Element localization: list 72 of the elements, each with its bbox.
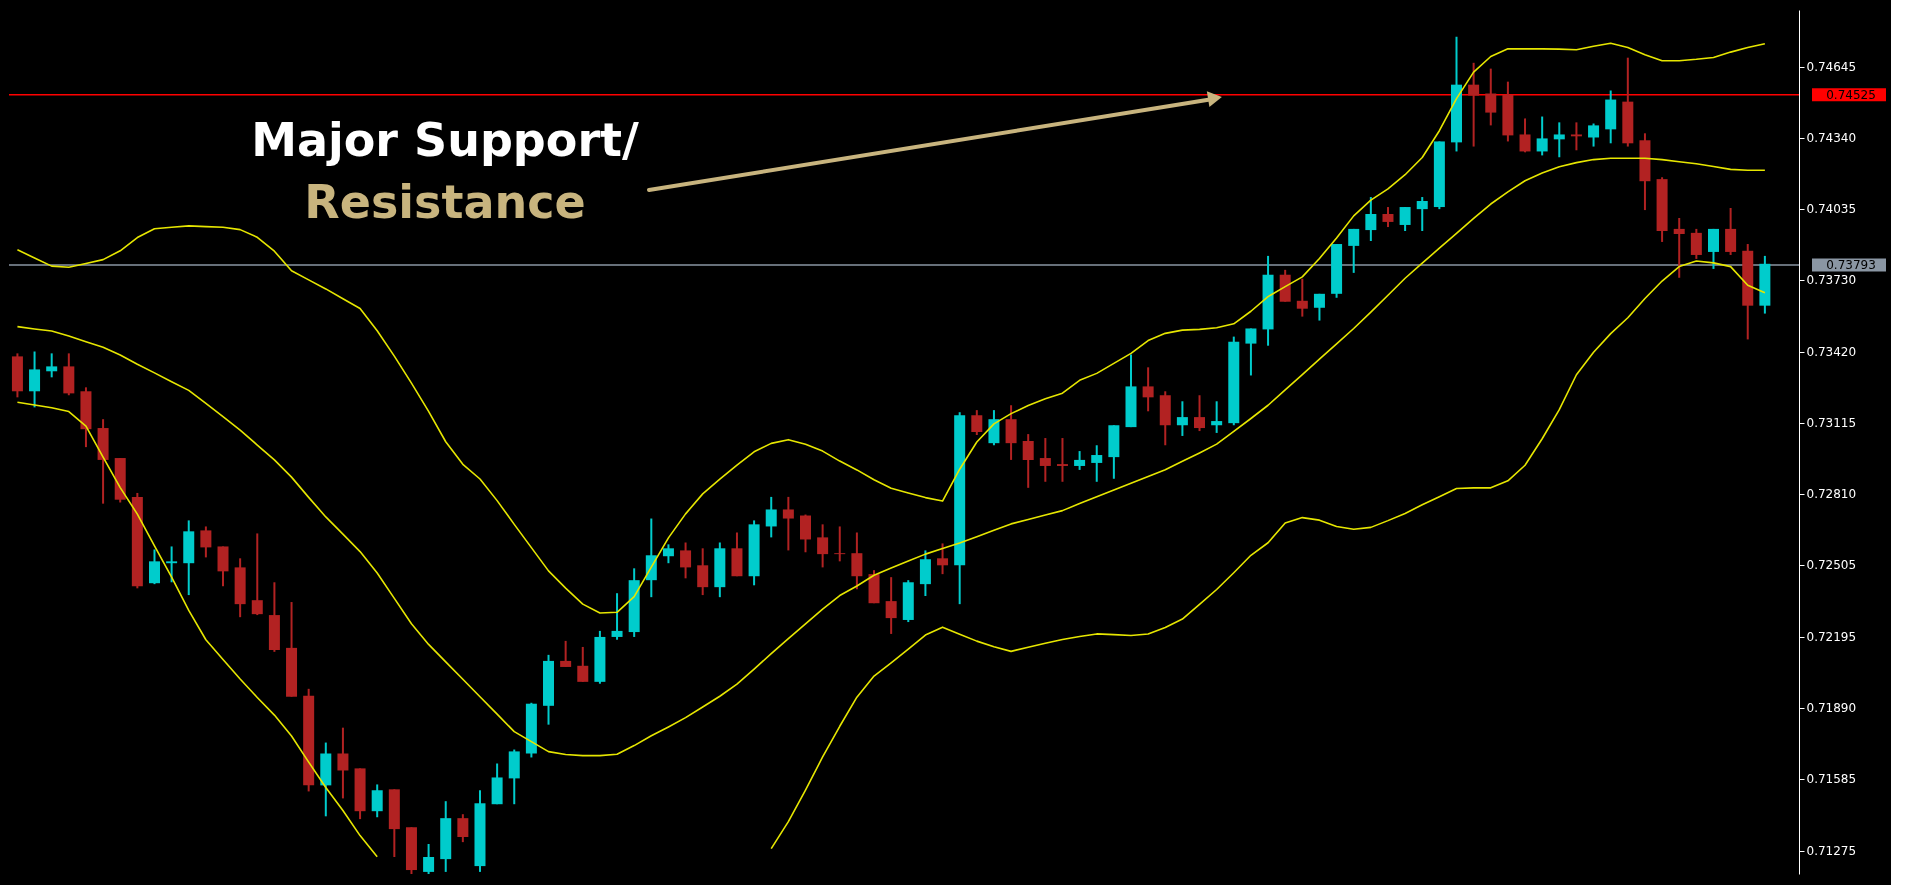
candlestick: [371, 783, 383, 819]
candlestick: [1022, 433, 1034, 489]
candlestick: [1005, 404, 1017, 461]
candlestick: [1348, 227, 1360, 274]
y-tick-label: 0.74035: [1806, 202, 1857, 217]
candlestick: [251, 532, 263, 617]
candlestick: [611, 592, 623, 641]
candlestick: [662, 543, 674, 565]
y-tick-label: 0.73115: [1806, 416, 1857, 431]
candlestick: [1536, 115, 1548, 157]
candlestick: [834, 525, 846, 563]
candlestick: [1519, 117, 1531, 154]
y-tick-label: 0.72505: [1806, 558, 1857, 573]
candlestick: [988, 409, 1000, 447]
candlestick: [817, 523, 829, 569]
candlestick: [1313, 292, 1325, 322]
candlestick: [971, 409, 983, 437]
candlestick: [1725, 206, 1737, 256]
candlestick: [1194, 394, 1206, 433]
candlestick: [799, 513, 811, 554]
candlestick: [457, 813, 469, 844]
candlestick: [1074, 450, 1086, 471]
candlestick: [46, 352, 58, 379]
candlestick: [1382, 206, 1394, 229]
candlestick: [1211, 400, 1223, 434]
y-tick-label: 0.74645: [1806, 60, 1857, 75]
candlestick: [1588, 122, 1600, 148]
candlestick: [1468, 61, 1480, 148]
y-tick-label: 0.71585: [1806, 772, 1857, 787]
candlestick: [1296, 277, 1308, 318]
candlestick: [782, 495, 794, 552]
candlestick: [148, 548, 160, 586]
y-tick-label: 0.71890: [1806, 701, 1857, 716]
y-tick-label: 0.72195: [1806, 630, 1857, 645]
y-tick-label: 0.72810: [1806, 487, 1857, 502]
candlestick: [200, 525, 212, 559]
candlestick: [1091, 444, 1103, 483]
candlestick: [1570, 121, 1582, 152]
annotation: Resistance: [304, 175, 586, 229]
candlestick: [337, 726, 349, 800]
candlestick: [1365, 196, 1377, 242]
candlestick: [1399, 206, 1411, 232]
candlestick: [1039, 437, 1051, 483]
line-series: [16, 42, 1766, 614]
ref-line-label: 0.73793: [1826, 257, 1876, 272]
candlestick: [1142, 366, 1154, 413]
y-tick-label: 0.74340: [1806, 131, 1857, 146]
candlestick: [29, 350, 41, 409]
candlestick: [1690, 227, 1702, 260]
candlestick: [1707, 227, 1719, 270]
candlestick: [680, 541, 692, 580]
candlestick: [1553, 121, 1565, 159]
candlestick: [1485, 67, 1497, 127]
candlestick: [851, 531, 863, 591]
candlestick: [1416, 196, 1428, 232]
annotation: Major Support/: [251, 113, 640, 167]
candlestick: [937, 542, 949, 576]
y-tick-label: 0.73730: [1806, 273, 1857, 288]
candlestick: [577, 645, 589, 683]
candlestick: [765, 495, 777, 539]
candlestick: [1245, 327, 1257, 377]
candlestick: [423, 842, 435, 875]
y-tick-label: 0.71275: [1806, 844, 1857, 859]
candlestick: [166, 545, 178, 584]
candlestick: [885, 576, 897, 635]
candlestick: [697, 547, 709, 597]
y-tick-label: 0.73420: [1806, 345, 1857, 360]
candlestick: [1176, 400, 1188, 437]
candlestick: [1056, 437, 1068, 483]
candlestick: [560, 639, 572, 668]
ref-line-label: 0.74525: [1826, 87, 1876, 102]
candlestick: [1673, 216, 1685, 279]
